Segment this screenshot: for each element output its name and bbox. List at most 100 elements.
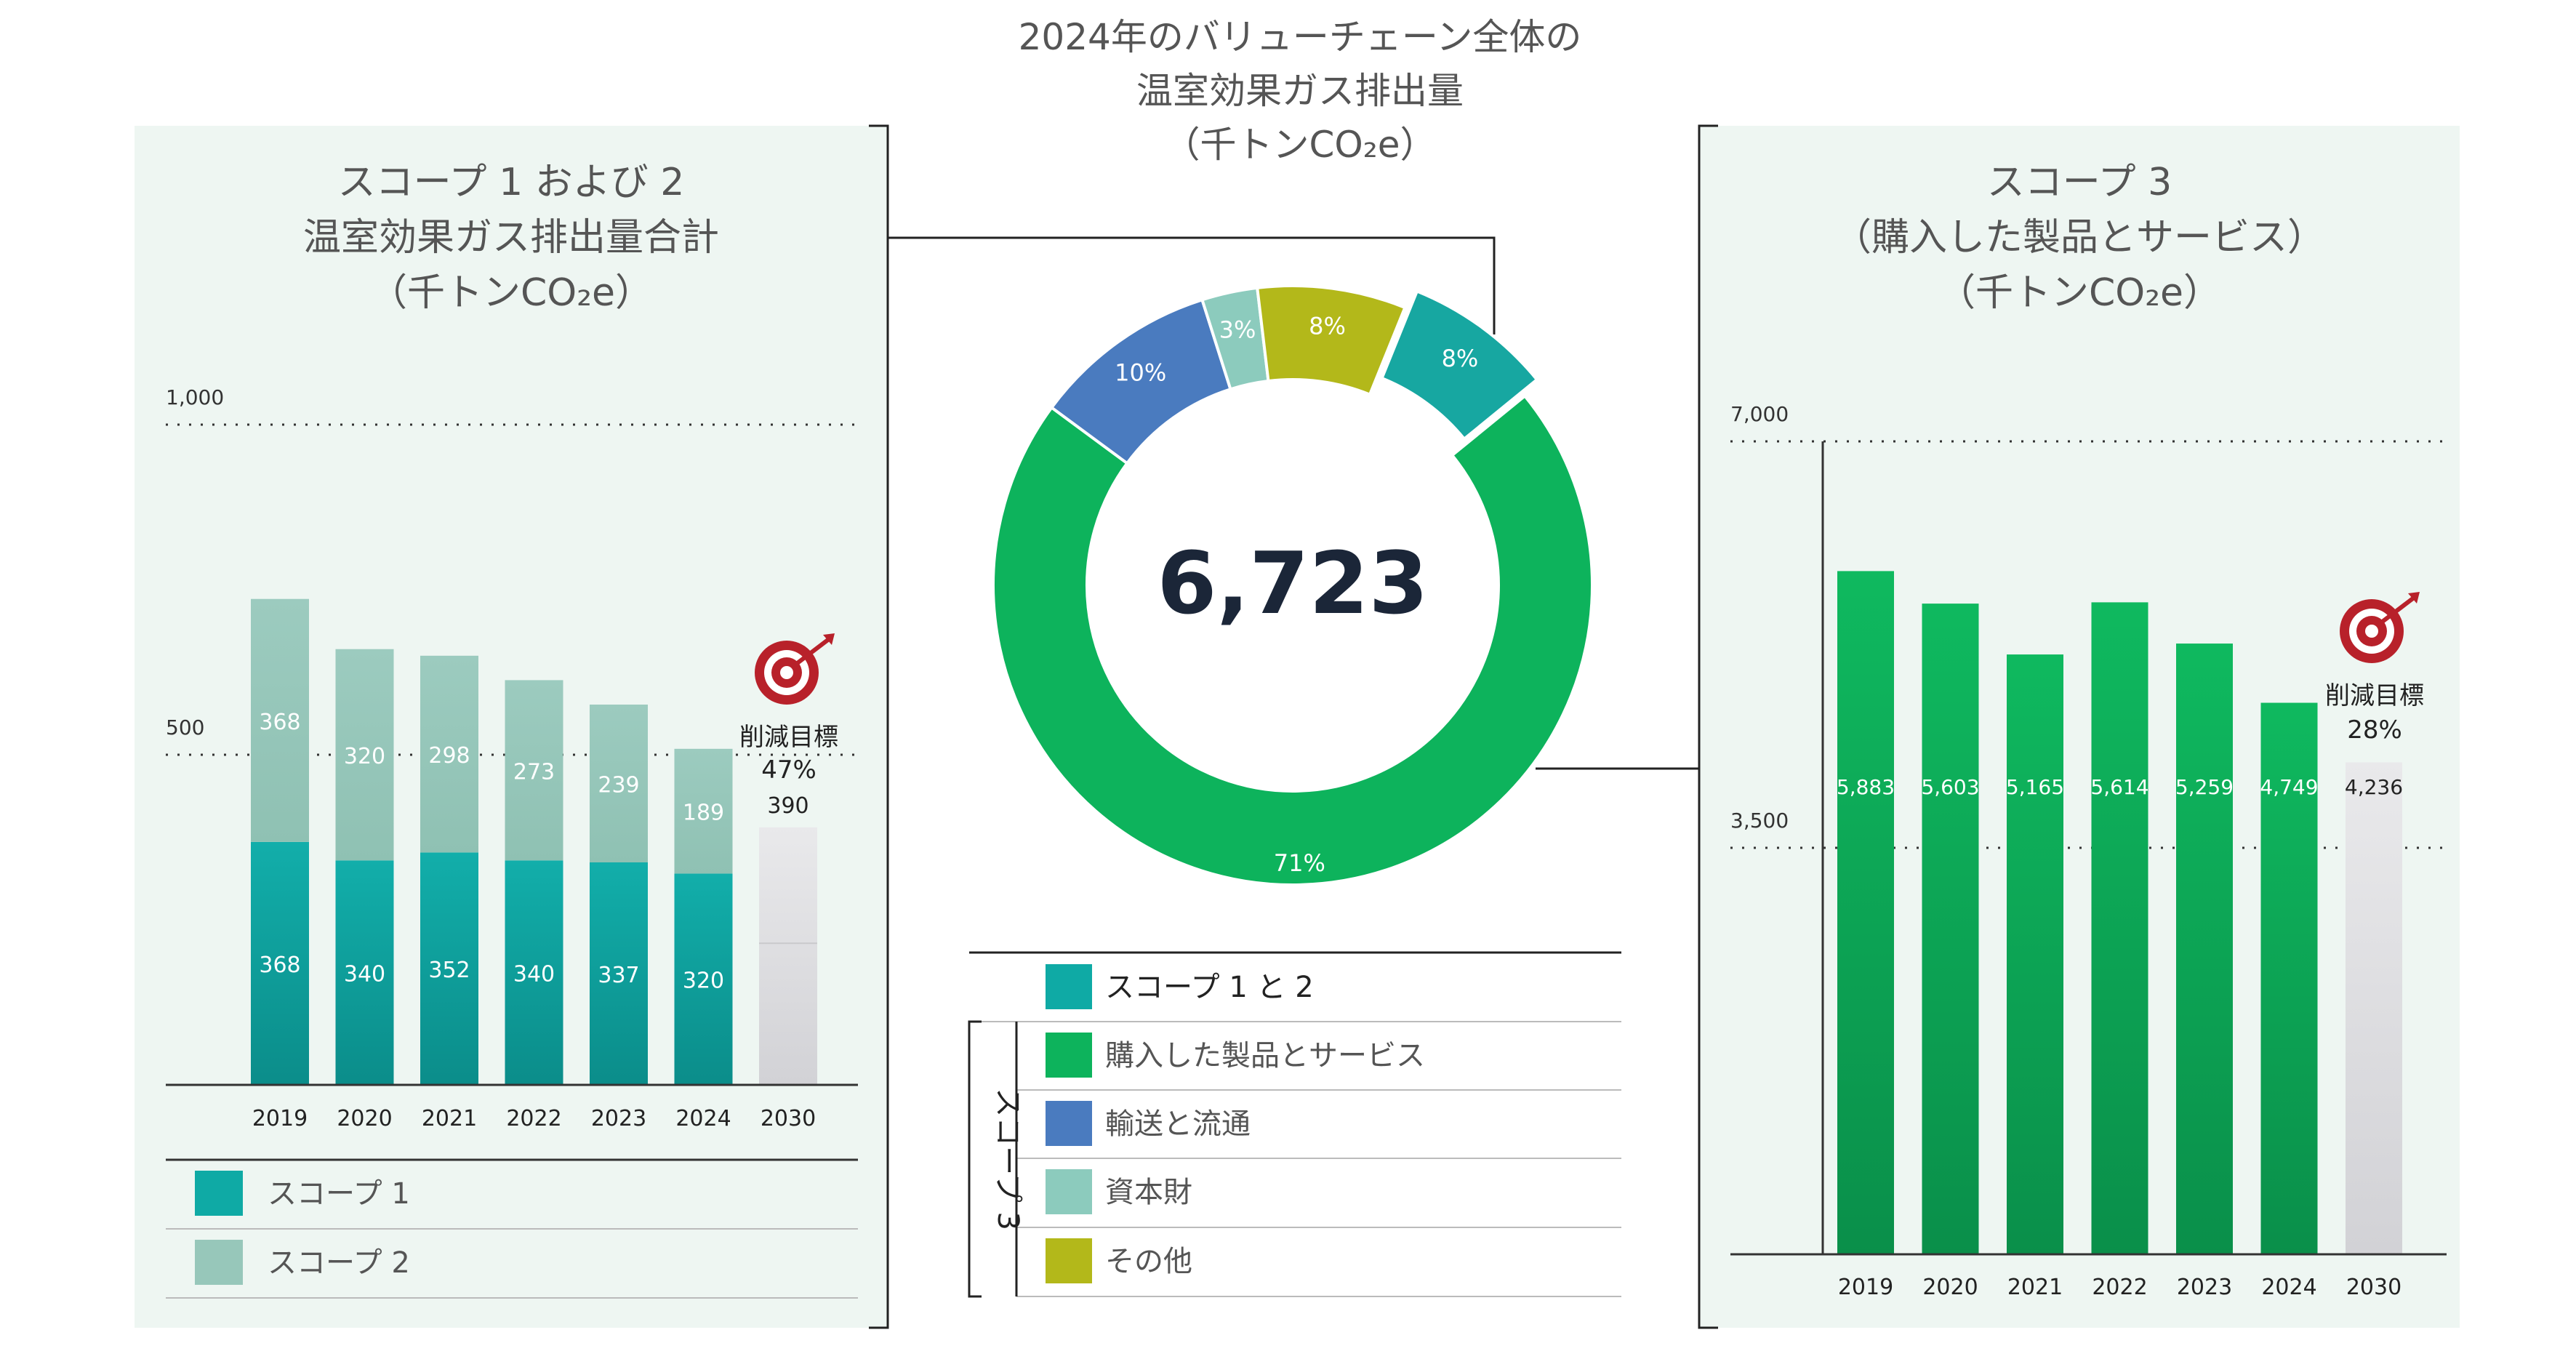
bar-label-scope2: 239 xyxy=(598,772,639,798)
right-panel xyxy=(1699,126,2460,1328)
bar-scope1 xyxy=(335,860,394,1085)
left-x-tick-label: 2024 xyxy=(675,1106,731,1131)
right-title-line-3: （千トンCO₂e） xyxy=(1938,271,2221,315)
legend-swatch-transport xyxy=(1046,1101,1092,1146)
legend-label-capital-goods: 資本財 xyxy=(1105,1176,1192,1209)
left-target-percent: 47% xyxy=(761,755,816,785)
donut-slice-label: 8% xyxy=(1309,313,1346,340)
legend-label-other: その他 xyxy=(1105,1245,1192,1278)
bar-scope1 xyxy=(590,862,648,1085)
center-title-line-2: 温室効果ガス排出量 xyxy=(1136,70,1464,112)
scope3-bar-chart: 7,000 3,500 5,883 2019 5,603 2020 5,165 2021 5,6… xyxy=(1730,402,2447,1300)
donut-slice-label: 10% xyxy=(1115,359,1166,387)
bar-label-scope1: 368 xyxy=(259,953,300,978)
right-x-tick-label: 2030 xyxy=(2346,1275,2402,1300)
bar-label-scope3: 5,603 xyxy=(1921,775,1979,799)
left-title-line-2: 温室効果ガス排出量合計 xyxy=(303,216,719,260)
legend-label-scope12: スコープ 1 と 2 xyxy=(1105,971,1314,1004)
center-legend: スコープ 3 スコープ 1 と 2 購入した製品とサービス 輸送と流通 資本財 … xyxy=(968,951,1621,1298)
bar-label-scope1: 320 xyxy=(683,969,724,994)
bar-scope1 xyxy=(420,852,478,1085)
legend-swatch-other xyxy=(1046,1238,1092,1283)
bar-label-scope3: 5,165 xyxy=(2006,775,2064,799)
bar-scope3 xyxy=(1922,604,1979,1254)
value-chain-donut-chart: 8% 71% 10% 3% 8% xyxy=(992,284,1594,886)
right-x-tick-label: 2023 xyxy=(2177,1275,2232,1300)
legend-label-scope2: スコープ 2 xyxy=(268,1246,410,1280)
bar-scope3 xyxy=(2176,644,2233,1254)
left-gridline-label: 500 xyxy=(166,715,204,739)
donut-slice xyxy=(1255,284,1407,397)
bar-label-scope3: 4,749 xyxy=(2260,775,2318,799)
bar-target-2030 xyxy=(759,827,817,1085)
right-gridline-label: 7,000 xyxy=(1730,402,1789,426)
bar-scope1 xyxy=(251,841,309,1085)
donut-slice-label: 71% xyxy=(1274,849,1325,877)
left-x-tick-label: 2023 xyxy=(591,1106,646,1131)
right-bracket xyxy=(1698,124,1718,1329)
bar-label-scope1: 352 xyxy=(428,958,470,983)
left-gridline-label: 1,000 xyxy=(166,385,224,409)
bar-scope2 xyxy=(505,680,563,861)
legend-swatch-purchased-goods xyxy=(1046,1033,1092,1078)
right-x-tick-label: 2019 xyxy=(1838,1275,1893,1300)
right-x-tick-label: 2022 xyxy=(2092,1275,2147,1300)
bar-scope1 xyxy=(505,860,563,1085)
bar-label-scope3: 4,236 xyxy=(2345,775,2403,799)
donut-slice-label: 8% xyxy=(1442,345,1479,372)
center-title-line-1: 2024年のバリューチェーン全体の xyxy=(1019,16,1582,58)
right-x-tick-label: 2021 xyxy=(2007,1275,2063,1300)
bar-target-label: 390 xyxy=(767,793,808,819)
donut-slice xyxy=(992,393,1594,886)
donut-total-value: 6,723 xyxy=(1157,533,1428,633)
bar-scope3 xyxy=(2260,702,2318,1254)
bar-label-scope3: 5,259 xyxy=(2175,775,2234,799)
bar-label-scope1: 340 xyxy=(344,962,385,987)
bar-label-scope1: 337 xyxy=(598,963,639,988)
legend-swatch-capital-goods xyxy=(1046,1169,1092,1214)
left-title-line-3: （千トンCO₂e） xyxy=(369,271,653,315)
bar-label-scope2: 298 xyxy=(428,743,470,769)
legend-swatch-scope2 xyxy=(195,1240,243,1285)
left-x-tick-label: 2020 xyxy=(337,1106,392,1131)
right-x-tick-label: 2024 xyxy=(2261,1275,2316,1300)
bar-target-2030 xyxy=(2346,762,2402,1254)
left-x-tick-label: 2021 xyxy=(422,1106,477,1131)
donut-slice xyxy=(1380,289,1539,441)
left-bracket xyxy=(869,124,889,1329)
legend-swatch-scope12 xyxy=(1046,964,1092,1009)
bar-label-scope3: 5,883 xyxy=(1837,775,1895,799)
bar-scope3 xyxy=(2007,654,2063,1254)
left-target-icon xyxy=(755,633,835,705)
bar-label-scope1: 340 xyxy=(513,962,555,987)
right-title-line-2: （購入した製品とサービス） xyxy=(1834,216,2325,260)
left-x-tick-label: 2030 xyxy=(761,1106,816,1131)
right-x-tick-label: 2020 xyxy=(1922,1275,1978,1300)
left-title-line-1: スコープ 1 および 2 xyxy=(338,161,685,204)
left-x-tick-label: 2019 xyxy=(252,1106,308,1131)
bar-label-scope2: 273 xyxy=(513,759,555,785)
bar-label-scope3: 5,614 xyxy=(2090,775,2148,799)
left-connector-line xyxy=(888,236,1496,334)
right-title-line-1: スコープ 3 xyxy=(1987,161,2172,204)
bar-scope2 xyxy=(420,655,478,853)
right-target-label: 削減目標 xyxy=(2325,681,2424,710)
bar-scope2 xyxy=(335,649,394,861)
bar-scope1 xyxy=(674,873,733,1085)
bar-label-scope2: 368 xyxy=(259,710,300,735)
right-target-icon xyxy=(2340,592,2420,663)
scope12-bar-chart: 1,000 500 368 368 2019 340 320 2020 352 298 2021 34… xyxy=(166,385,862,1131)
bar-scope2 xyxy=(674,748,733,874)
center-title-line-3: （千トンCO₂e） xyxy=(1163,124,1436,166)
left-legend: スコープ 1 スコープ 2 xyxy=(166,1158,858,1299)
legend-swatch-scope1 xyxy=(195,1171,243,1216)
legend-label-purchased-goods: 購入した製品とサービス xyxy=(1105,1039,1425,1073)
bar-scope2 xyxy=(251,598,309,842)
legend-label-scope1: スコープ 1 xyxy=(268,1177,410,1211)
left-x-tick-label: 2022 xyxy=(506,1106,561,1131)
center-legend-group-label: スコープ 3 xyxy=(991,1088,1024,1230)
bar-scope3 xyxy=(2091,602,2148,1254)
bar-scope3 xyxy=(1837,571,1894,1254)
legend-label-transport: 輸送と流通 xyxy=(1105,1107,1251,1141)
